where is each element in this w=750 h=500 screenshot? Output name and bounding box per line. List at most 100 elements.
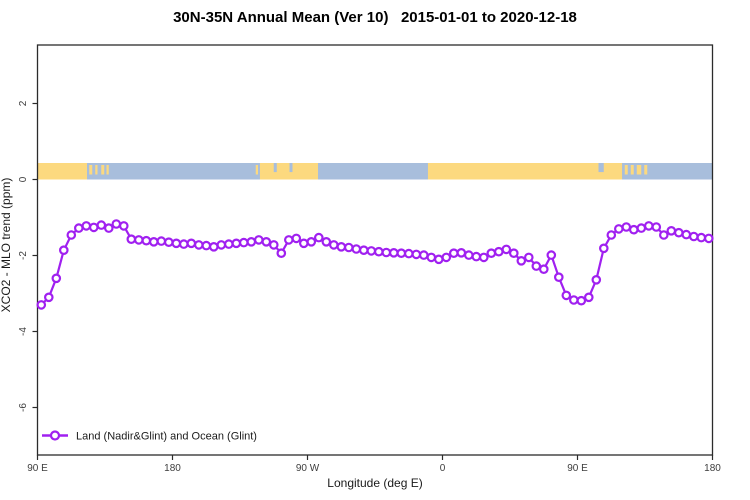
data-point (111, 219, 122, 229)
data-point (396, 248, 407, 259)
y-tick-label: -2 (18, 251, 29, 260)
island-speck (101, 165, 105, 175)
data-point (74, 223, 84, 233)
data-point (306, 237, 317, 247)
data-point (51, 273, 62, 284)
data-point (433, 254, 444, 265)
data-point (441, 252, 452, 263)
data-point (298, 238, 309, 249)
data-point (231, 238, 242, 249)
data-point (568, 295, 579, 305)
x-tick-label: 0 (440, 463, 446, 474)
data-point (673, 227, 684, 238)
island-speck (89, 165, 93, 175)
data-point (164, 237, 174, 248)
plot-frame (36, 44, 714, 456)
data-point (381, 247, 392, 258)
data-point (456, 248, 467, 258)
data-point (201, 240, 212, 251)
island-speck (630, 165, 634, 175)
x-tick-label: 180 (704, 463, 721, 474)
ocean-notch (273, 163, 277, 173)
data-point (239, 237, 249, 248)
data-point (149, 237, 159, 247)
data-point (36, 300, 47, 310)
data-point (501, 244, 512, 255)
island-speck (636, 165, 642, 175)
x-axis-title: Longitude (deg E) (327, 476, 422, 490)
data-point (328, 240, 339, 250)
data-point (426, 252, 437, 263)
data-point (643, 221, 654, 231)
data-point (508, 248, 519, 259)
data-point (268, 240, 279, 250)
data-point (291, 233, 302, 244)
data-point (261, 237, 272, 247)
data-point (43, 292, 54, 303)
data-point (134, 235, 144, 245)
data-point (418, 250, 429, 260)
data-point (636, 223, 647, 233)
data-point (576, 295, 587, 306)
data-point (463, 250, 474, 260)
data-point (538, 264, 549, 275)
data-point (58, 245, 69, 256)
island-speck (255, 165, 258, 175)
data-point (583, 292, 594, 303)
data-point (553, 272, 564, 283)
data-point (531, 261, 542, 271)
data-point (351, 244, 362, 254)
island-speck (624, 165, 628, 175)
data-point (366, 246, 377, 256)
data-point (313, 232, 324, 243)
island-speck (644, 165, 648, 175)
x-tick-label: 180 (164, 463, 181, 474)
data-point (471, 251, 482, 262)
data-point (283, 235, 294, 245)
data-point (591, 274, 602, 285)
data-point (373, 246, 384, 257)
data-point (666, 226, 677, 236)
chart-title: 30N-35N Annual Mean (Ver 10) 2015-01-01 … (173, 9, 577, 26)
data-point (561, 290, 572, 301)
data-point (119, 221, 129, 231)
x-axis-ticks: 90 E 180 90 W 0 90 E 180 (27, 455, 721, 474)
data-point (523, 252, 534, 263)
data-point (104, 223, 114, 233)
data-point (613, 224, 624, 234)
data-point (658, 230, 669, 240)
x-tick-label: 90 W (296, 463, 320, 474)
data-point (606, 230, 617, 240)
y-tick-label: 0 (18, 176, 29, 182)
data-point (81, 221, 92, 231)
data-point (388, 248, 399, 258)
data-point (66, 230, 77, 240)
y-tick-label: 2 (18, 100, 29, 106)
legend: Land (Nadir&Glint) and Ocean (Glint) (42, 430, 257, 443)
data-point (696, 232, 707, 243)
data-point (246, 237, 257, 247)
data-point (703, 233, 714, 244)
x-tick-label: 90 E (567, 463, 588, 474)
data-point (516, 255, 527, 266)
data-point (126, 234, 137, 245)
data-point (253, 235, 264, 245)
x-tick-label: 90 E (27, 463, 48, 474)
data-point (486, 248, 497, 259)
data-point (403, 248, 414, 259)
legend-marker-icon (49, 430, 61, 441)
data-point (171, 238, 182, 249)
data-point (651, 222, 662, 232)
data-point (156, 236, 167, 246)
data-point (194, 240, 204, 250)
y-axis-title: XCO2 - MLO trend (ppm) (0, 178, 13, 313)
y-tick-label: -4 (18, 327, 29, 336)
data-point (681, 229, 692, 240)
data-point (628, 224, 639, 235)
land-segment (427, 163, 623, 180)
data-point (546, 250, 557, 260)
land-segment (37, 163, 87, 180)
data-point (276, 248, 287, 259)
